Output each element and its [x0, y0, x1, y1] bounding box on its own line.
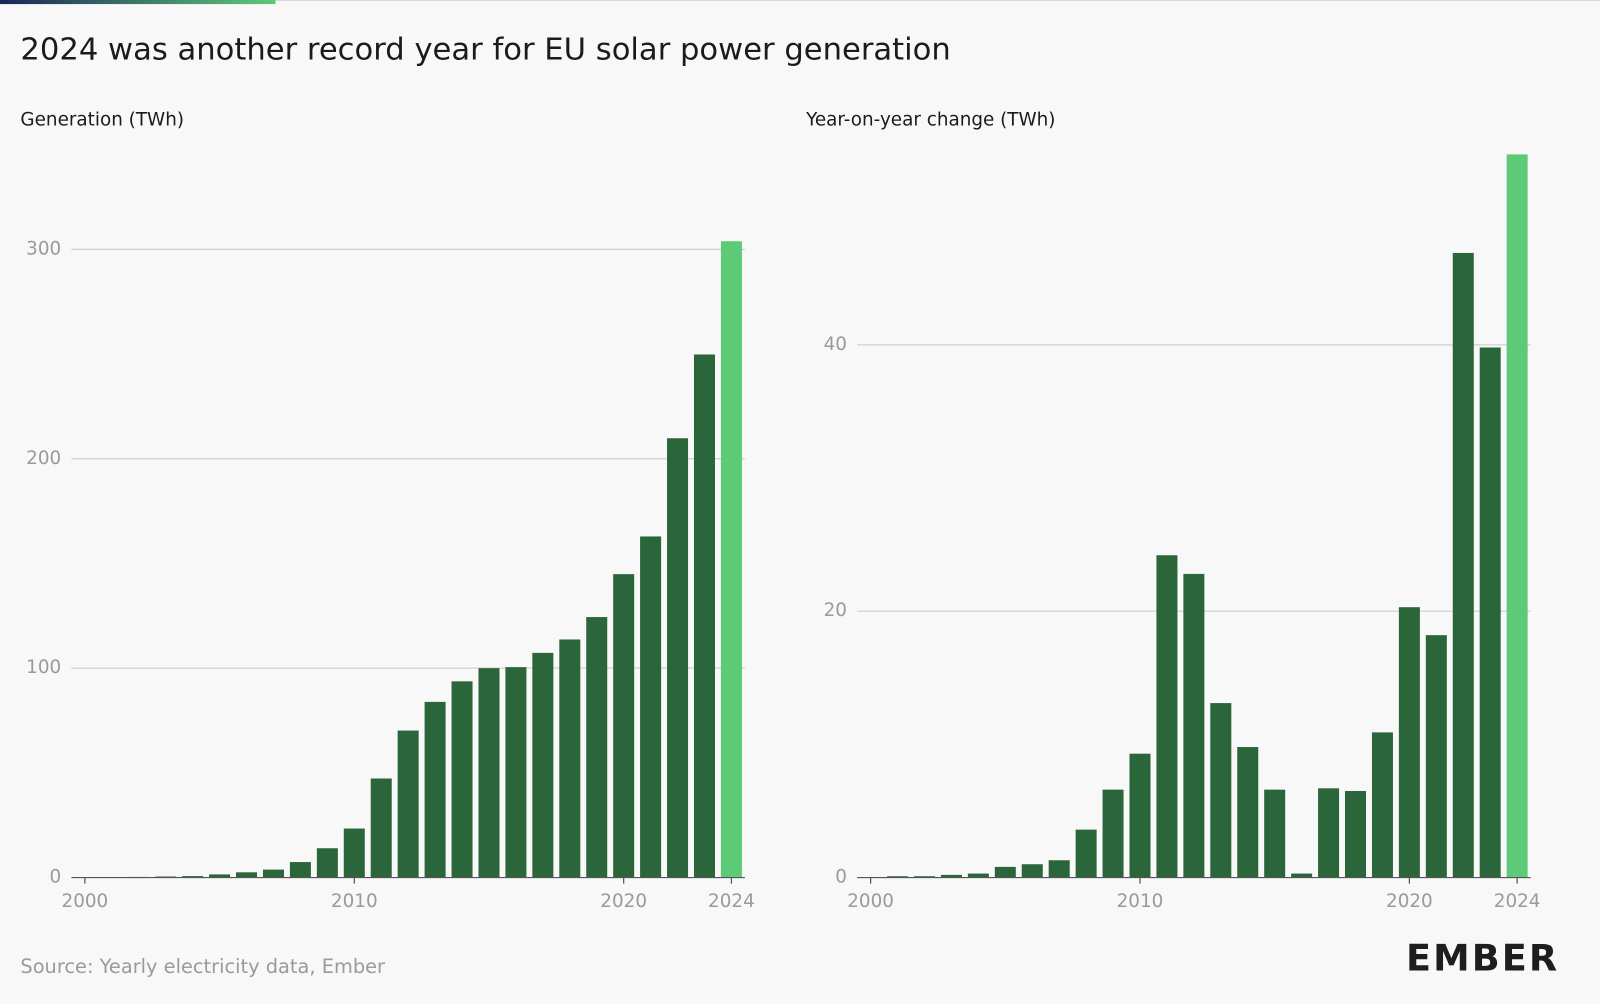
bar [263, 870, 284, 878]
bar [290, 862, 311, 877]
bar [613, 574, 634, 877]
bar [1049, 860, 1070, 877]
bar [995, 867, 1016, 878]
bar [640, 536, 661, 877]
x-tick-label: 2000 [62, 891, 109, 912]
y-tick-label: 0 [835, 867, 847, 888]
bar [1372, 732, 1393, 877]
chart-subtitle: Generation (TWh) [20, 109, 184, 130]
x-tick-label: 2010 [331, 891, 378, 912]
bar [721, 241, 742, 877]
y-tick-label: 0 [50, 867, 62, 888]
bar [398, 731, 419, 878]
source-note: Source: Yearly electricity data, Ember [20, 955, 385, 978]
x-tick-label: 2024 [708, 891, 755, 912]
bar [1022, 864, 1043, 877]
bar [532, 653, 553, 878]
bar [1453, 253, 1474, 878]
chart-subtitle: Year-on-year change (TWh) [805, 109, 1055, 130]
bar [371, 779, 392, 878]
bar [1210, 703, 1231, 877]
bar [1426, 635, 1447, 877]
bar [236, 872, 257, 877]
bar [559, 639, 580, 877]
bar [1507, 154, 1528, 877]
bar [1103, 790, 1124, 878]
x-tick-label: 2000 [847, 891, 894, 912]
bar [505, 667, 526, 877]
page-title: 2024 was another record year for EU sola… [20, 33, 950, 68]
bar [1076, 830, 1097, 878]
bar [1264, 790, 1285, 878]
bar [1345, 791, 1366, 878]
bar [344, 829, 365, 878]
bar [1237, 747, 1258, 878]
y-tick-label: 100 [26, 657, 61, 678]
bar [425, 702, 446, 878]
bar [1183, 574, 1204, 878]
bar [1156, 555, 1177, 877]
x-tick-label: 2010 [1117, 891, 1164, 912]
y-tick-label: 40 [824, 334, 847, 355]
y-tick-label: 200 [26, 448, 61, 469]
bar [694, 354, 715, 877]
bar [317, 848, 338, 877]
y-tick-label: 300 [26, 238, 61, 259]
bar [452, 681, 473, 877]
y-tick-label: 20 [824, 600, 847, 621]
x-tick-label: 2020 [1386, 891, 1433, 912]
bar [667, 438, 688, 877]
x-tick-label: 2024 [1494, 891, 1541, 912]
logo: EMBER [1406, 937, 1559, 980]
bar [1129, 754, 1150, 878]
bar [1318, 788, 1339, 877]
x-tick-label: 2020 [600, 891, 647, 912]
bar [1399, 607, 1420, 877]
bar [478, 668, 499, 877]
top-accent [0, 0, 276, 4]
bar [586, 617, 607, 877]
bar [1480, 348, 1501, 878]
